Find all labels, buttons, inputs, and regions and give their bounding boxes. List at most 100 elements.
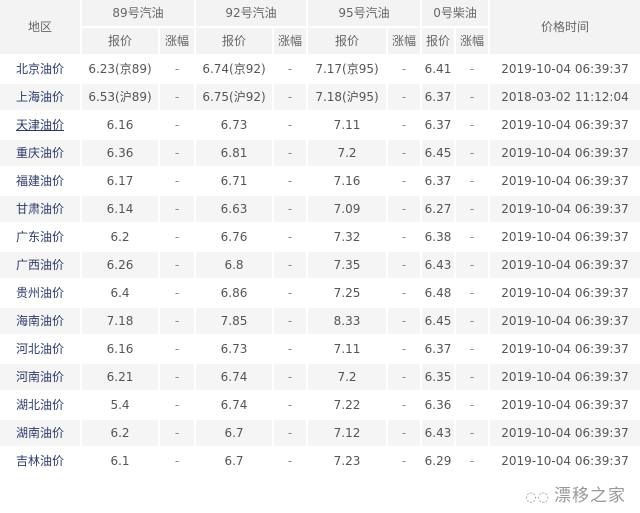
price-cell: 6.17 [106,174,134,188]
change-cell: - [469,62,475,76]
price-cell: 6.73 [220,342,248,356]
price-cell: 7.18 [82,308,158,334]
price-cell: 7.23 [333,454,361,468]
change-cell: - [469,230,475,244]
change-cell: - [401,454,407,468]
change-cell: - [174,174,180,188]
price-cell: 6.37 [422,84,454,110]
watermark: ◌◌ 漂移之家 [525,484,626,508]
region-link[interactable]: 重庆油价 [0,140,80,166]
change-cell: - [160,140,194,166]
region-link[interactable]: 湖南油价 [0,420,80,446]
change-cell: - [469,118,475,132]
change-cell: - [401,342,407,356]
price-cell: 6.35 [422,364,454,390]
header-diesel: 0号柴油 [422,0,489,26]
region-link[interactable]: 广东油价 [15,230,64,244]
change-cell: - [174,286,180,300]
header-change: 涨幅 [456,28,489,54]
price-cell: 7.2 [308,140,386,166]
change-cell: - [174,230,180,244]
change-cell: - [456,252,489,278]
price-cell: 7.17(京95) [315,62,379,76]
price-cell: 6.71 [220,174,248,188]
change-cell: - [469,454,475,468]
price-cell: 6.38 [424,230,452,244]
price-cell: 6.21 [82,364,158,390]
price-cell: 6.23(京89) [88,62,152,76]
price-cell: 6.8 [196,252,272,278]
price-time: 2019-10-04 06:39:37 [490,420,640,446]
price-cell: 7.18(沪95) [308,84,386,110]
change-cell: - [388,196,420,222]
price-time: 2019-10-04 06:39:37 [501,118,629,132]
change-cell: - [287,230,293,244]
header-95: 95号汽油 [308,0,420,26]
region-link[interactable]: 广西油价 [0,252,80,278]
price-cell: 6.86 [220,286,248,300]
region-link[interactable]: 吉林油价 [15,454,64,468]
change-cell: - [160,84,194,110]
change-cell: - [174,398,180,412]
price-cell: 6.48 [424,286,452,300]
price-cell: 6.26 [82,252,158,278]
header-89: 89号汽油 [82,0,194,26]
price-time: 2019-10-04 06:39:37 [501,398,629,412]
region-link[interactable]: 河北油价 [15,342,64,356]
price-cell: 6.75(沪92) [196,84,272,110]
change-cell: - [456,308,489,334]
region-link[interactable]: 福建油价 [15,174,64,188]
price-cell: 6.7 [224,454,244,468]
change-cell: - [388,308,420,334]
price-cell: 7.2 [308,364,386,390]
price-cell: 6.37 [424,118,452,132]
price-cell: 6.4 [110,286,130,300]
region-link[interactable]: 河南油价 [0,364,80,390]
price-cell: 6.74 [196,364,272,390]
price-cell: 5.4 [110,398,130,412]
price-cell: 7.85 [196,308,272,334]
region-link[interactable]: 甘肃油价 [0,196,80,222]
change-cell: - [401,286,407,300]
price-cell: 6.2 [82,420,158,446]
change-cell: - [174,62,180,76]
price-cell: 7.09 [308,196,386,222]
change-cell: - [287,454,293,468]
region-link[interactable]: 贵州油价 [15,286,64,300]
price-cell: 6.74(京92) [202,62,266,76]
change-cell: - [469,398,475,412]
header-region: 地区 [0,0,80,54]
header-change: 涨幅 [388,28,420,54]
header-change: 涨幅 [160,28,194,54]
table-row: 北京油价 6.23(京89) - 6.74(京92) - 7.17(京95) - 6.41 - 2… [0,56,640,82]
change-cell: - [456,84,489,110]
price-cell: 6.36 [82,140,158,166]
price-time: 2019-10-04 06:39:37 [501,230,629,244]
table-row: 海南油价 7.18-7.85-8.33-6.45-2019-10-04 06:39… [0,308,640,334]
price-cell: 7.25 [333,286,361,300]
price-cell: 8.33 [308,308,386,334]
change-cell: - [401,118,407,132]
region-link[interactable]: 上海油价 [0,84,80,110]
change-cell: - [388,140,420,166]
region-link[interactable]: 北京油价 [15,62,64,76]
price-cell: 6.14 [82,196,158,222]
change-cell: - [469,174,475,188]
region-link[interactable]: 天津油价 [15,118,64,132]
price-time: 2019-10-04 06:39:37 [501,342,629,356]
price-time: 2019-10-04 06:39:37 [501,286,629,300]
price-cell: 6.7 [196,420,272,446]
price-cell: 6.53(沪89) [82,84,158,110]
price-cell: 7.32 [333,230,361,244]
region-link[interactable]: 海南油价 [0,308,80,334]
region-link[interactable]: 湖北油价 [15,398,64,412]
price-time: 2019-10-04 06:39:37 [501,454,629,468]
price-time: 2019-10-04 06:39:37 [501,62,629,76]
table-row: 重庆油价 6.36-6.81-7.2-6.45-2019-10-04 06:39:… [0,140,640,166]
change-cell: - [388,420,420,446]
price-cell: 6.2 [110,230,130,244]
header-price: 报价 [422,28,454,54]
price-cell: 7.35 [308,252,386,278]
price-cell: 6.45 [422,140,454,166]
price-cell: 6.41 [424,62,452,76]
